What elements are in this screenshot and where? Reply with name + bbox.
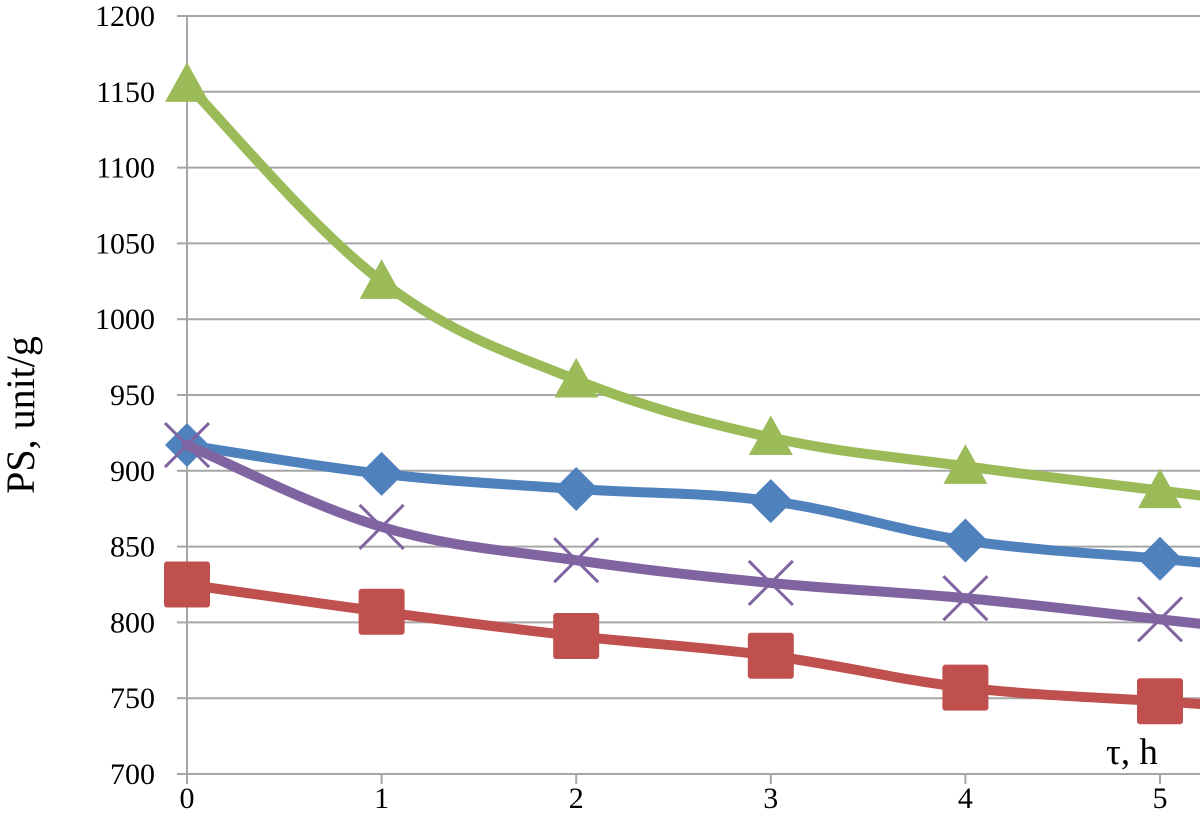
y-tick-label: 1100 [96,152,155,185]
data-point-triangle [748,415,793,456]
y-tick-label: 1150 [96,76,155,109]
data-point-diamond [359,451,404,496]
series-square [164,561,1200,725]
gridlines [187,15,1200,700]
data-point-x [1136,596,1184,643]
series-line [182,79,1200,501]
x-tick-label: 0 [180,782,195,815]
series-group [163,62,1200,725]
y-tick-label: 1050 [95,227,155,260]
data-point-square [747,632,794,679]
data-point-x [358,503,405,550]
data-point-x [747,559,794,607]
x-tick-label: 5 [1153,782,1168,815]
data-point-square [553,613,600,660]
data-point-x [553,537,600,584]
series-line [182,440,1200,629]
data-point-x [942,575,989,622]
data-point-triangle [1138,468,1182,509]
data-point-x [163,421,211,469]
data-point-diamond [943,518,988,563]
axes: 700 750 800 850 900 950 1000 1050 1100 1150 1200 0 1… [95,0,1200,815]
y-tick-label: 700 [110,758,155,791]
data-point-triangle [943,444,988,484]
series-triangle [165,62,1200,509]
series-line [182,440,1200,568]
data-point-diamond [1138,536,1182,581]
data-point-square [942,664,989,711]
x-axis-title: τ, h [1106,732,1158,773]
y-tick-label: 800 [110,606,155,639]
data-point-square [164,561,210,608]
data-point-diamond [748,479,793,524]
y-tick-label: 750 [110,682,155,715]
data-point-square [1137,678,1183,725]
data-point-square [358,588,405,635]
data-point-diamond [554,466,599,511]
x-tick-label: 2 [569,782,584,815]
data-point-triangle [554,357,599,398]
y-tick-label: 1200 [95,0,155,33]
data-point-triangle [165,62,209,102]
y-axis-title: PS, unit/g [0,336,43,494]
y-tick-label: 850 [110,531,155,564]
y-tick-label: 900 [110,455,155,488]
x-tick-label: 1 [374,782,389,815]
series-x [163,421,1200,643]
y-tick-label: 950 [110,379,155,412]
data-point-triangle [359,259,404,299]
x-tick-label: 3 [763,782,778,815]
y-tick-label: 1000 [95,303,155,336]
x-tick-label: 4 [958,782,973,815]
